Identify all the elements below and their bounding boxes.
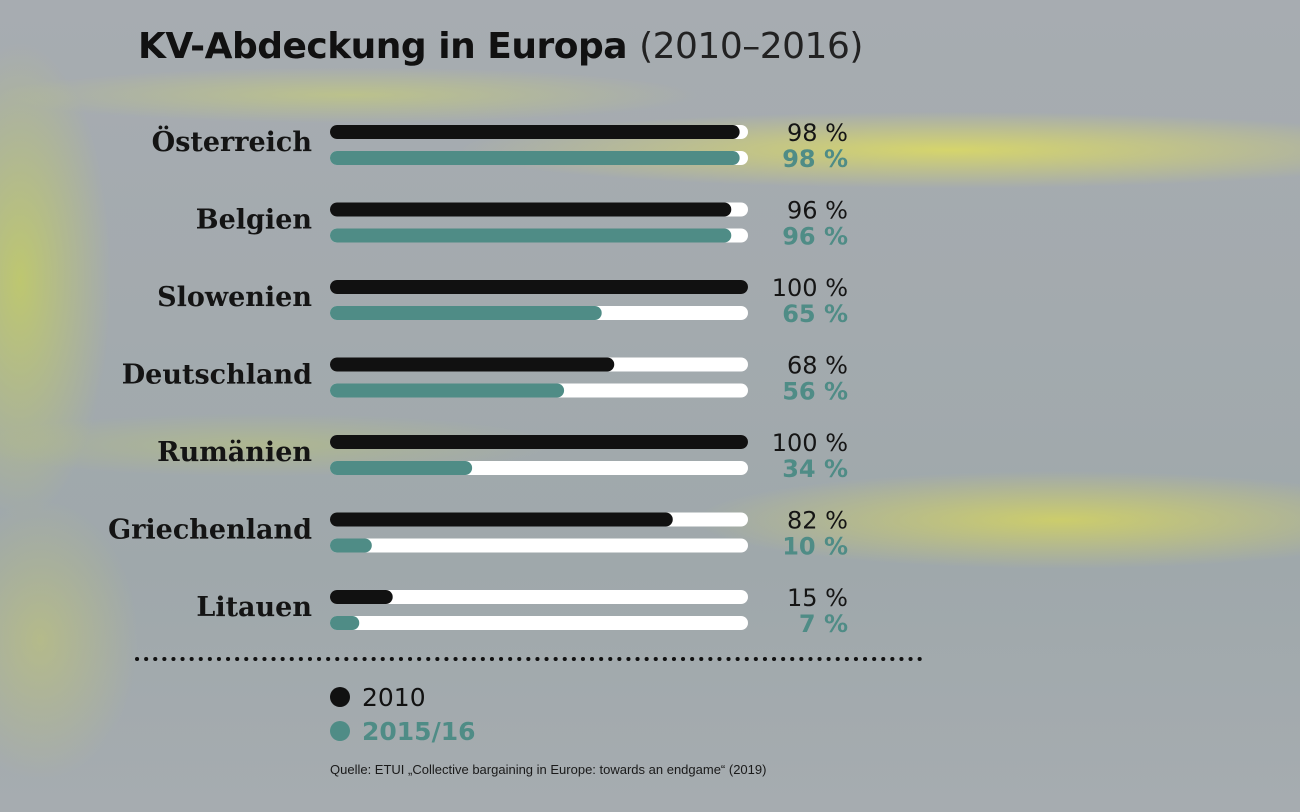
value-label-litauen-2010: 15 % — [787, 584, 848, 612]
category-label-griechenland: Griechenland — [108, 515, 312, 546]
chart-title-main: KV-Abdeckung in Europa — [138, 26, 628, 67]
value-label-slowenien-2015: 65 % — [782, 300, 848, 328]
bar-belgien-2015 — [330, 228, 732, 243]
value-label-rum-nien-2010: 100 % — [772, 429, 848, 457]
value-label--sterreich-2015: 98 % — [782, 145, 848, 173]
bar-slowenien-2015 — [330, 306, 602, 320]
bar--sterreich-2010 — [330, 125, 740, 139]
bar-rum-nien-2010 — [330, 435, 748, 449]
bar-track-griechenland-1 — [330, 538, 748, 553]
bar-deutschland-2010 — [330, 357, 615, 372]
value-label-belgien-2010: 96 % — [787, 197, 848, 225]
legend-label-2015: 2015/16 — [362, 716, 476, 746]
bar--sterreich-2015 — [330, 151, 740, 165]
value-label-rum-nien-2015: 34 % — [782, 455, 848, 483]
value-label--sterreich-2010: 98 % — [787, 119, 848, 147]
bar-slowenien-2010 — [330, 280, 748, 294]
bar-griechenland-2015 — [330, 538, 372, 553]
category-label-slowenien: Slowenien — [157, 282, 312, 313]
bar-belgien-2010 — [330, 202, 732, 217]
bar-track-litauen-0 — [330, 590, 748, 604]
legend-dot-2010-icon — [330, 687, 350, 707]
legend-dot-2015-icon — [330, 721, 350, 741]
bar-deutschland-2015 — [330, 383, 565, 398]
category-label-litauen: Litauen — [196, 592, 312, 623]
value-label-belgien-2015: 96 % — [782, 223, 848, 251]
category-label-belgien: Belgien — [196, 205, 313, 236]
source-note: Quelle: ETUI „Collective bargaining in E… — [330, 762, 767, 777]
legend: 2010 2015/16 — [330, 680, 476, 748]
legend-item-2015: 2015/16 — [330, 714, 476, 748]
value-label-griechenland-2010: 82 % — [787, 507, 848, 535]
value-label-slowenien-2010: 100 % — [772, 274, 848, 302]
value-label-deutschland-2010: 68 % — [787, 352, 848, 380]
chart-title: KV-Abdeckung in Europa (2010–2016) — [138, 26, 863, 67]
bar-rum-nien-2015 — [330, 461, 473, 475]
bar-track-litauen-1 — [330, 616, 748, 630]
legend-item-2010: 2010 — [330, 680, 476, 714]
value-label-deutschland-2015: 56 % — [782, 378, 848, 406]
legend-label-2010: 2010 — [362, 682, 426, 712]
bar-griechenland-2010 — [330, 512, 673, 527]
bar-litauen-2010 — [330, 590, 393, 604]
category-label-deutschland: Deutschland — [122, 360, 312, 391]
category-label--sterreich: Österreich — [152, 124, 313, 158]
value-label-litauen-2015: 7 % — [799, 610, 848, 638]
category-label-rum-nien: Rumänien — [157, 437, 312, 468]
chart-title-range: (2010–2016) — [639, 26, 863, 67]
bar-litauen-2015 — [330, 616, 360, 630]
value-label-griechenland-2015: 10 % — [782, 533, 848, 561]
